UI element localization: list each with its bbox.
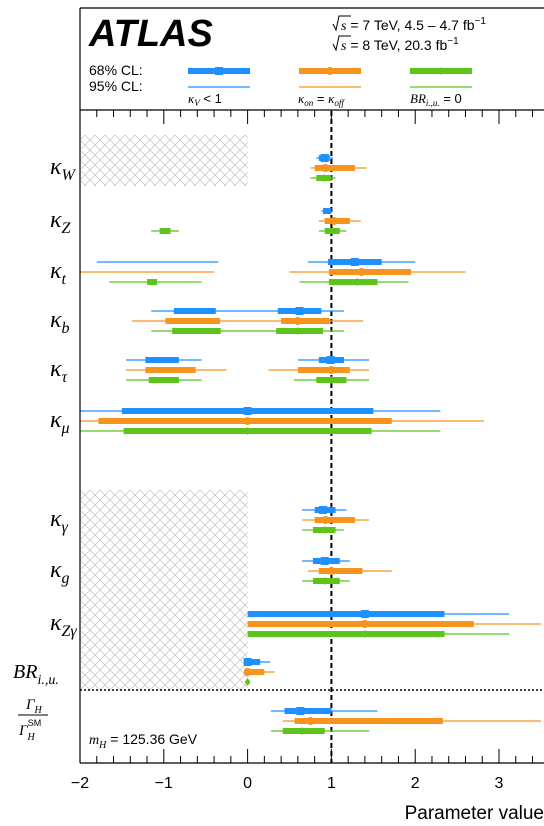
legend-entry-a: κV < 1: [188, 67, 250, 108]
best-fit-marker: [321, 164, 330, 172]
legend-label: κon = κoff: [298, 91, 345, 108]
parameter-group-9: [243, 658, 275, 686]
label-8: κZγ: [50, 610, 77, 640]
error-bars-layer: [80, 154, 541, 735]
best-fit-marker: [299, 727, 306, 735]
parameter-group-0: [310, 154, 367, 182]
mass-label: mH = 125.36 GeV: [89, 731, 198, 751]
x-tick-label: 3: [495, 775, 504, 792]
best-fit-marker: [243, 668, 252, 676]
energy-line-1: s = 8 TeV, 20.3 fb−1: [332, 35, 459, 54]
x-tick-label: 2: [411, 775, 420, 792]
cl95-label: 95% CL:: [89, 78, 143, 94]
best-fit-marker: [321, 526, 328, 534]
legend-header: ATLAS s = 7 TeV, 4.5 – 4.7 fb−1 s = 8 TeV,…: [88, 13, 486, 751]
x-tick-label: −1: [155, 775, 173, 792]
parameter-group-2: [80, 258, 466, 286]
parameter-group-4: [126, 356, 370, 384]
best-fit-marker: [321, 577, 328, 585]
label-numerator: ΓH: [25, 697, 43, 716]
excluded-region-layer: [81, 135, 248, 690]
excluded-region-top: [81, 135, 248, 186]
label-9: BRi.,u.: [13, 661, 59, 688]
x-axis-title: Parameter value: [405, 803, 544, 824]
x-tick-label: 0: [243, 775, 252, 792]
label-2: κt: [50, 258, 67, 288]
label-3: κb: [50, 307, 70, 337]
x-tick-label: −2: [71, 775, 89, 792]
energy-text-1: s = 8 TeV, 20.3 fb−1: [341, 36, 459, 54]
experiment-logo: ATLAS: [88, 13, 213, 55]
best-fit-marker: [319, 506, 328, 514]
legend-label: κV < 1: [188, 91, 222, 108]
best-fit-marker: [294, 327, 301, 335]
sqrt-sign: [332, 35, 351, 52]
label-denominator: ΓHSM: [18, 718, 41, 743]
legend-marker: [438, 67, 444, 75]
best-fit-marker: [327, 366, 336, 374]
best-fit-marker: [293, 317, 302, 325]
best-fit-marker: [354, 278, 361, 286]
best-fit-marker: [295, 307, 304, 315]
parameter-group-8: [247, 610, 541, 638]
label-5: κμ: [50, 407, 70, 437]
label-0: κW: [50, 154, 77, 184]
best-fit-marker: [328, 376, 335, 384]
legend-entry-b: κon = κoff: [298, 67, 361, 108]
best-fit-marker: [243, 658, 252, 666]
label-6: κγ: [50, 506, 69, 536]
label-7: κg: [50, 557, 70, 587]
parameter-group-3: [131, 307, 364, 335]
frame-and-axes: −2 −1 0 1 2 3 Parameter value: [71, 7, 544, 824]
x-tick-label: 1: [327, 775, 336, 792]
energy-line-0: s = 7 TeV, 4.5 – 4.7 fb−1: [332, 15, 486, 34]
best-fit-marker: [243, 417, 252, 425]
cl68-label: 68% CL:: [89, 62, 143, 78]
best-fit-marker: [357, 268, 366, 276]
label-4: κτ: [50, 356, 69, 386]
best-fit-marker: [330, 227, 337, 235]
best-fit-marker: [244, 678, 251, 686]
best-fit-marker: [243, 407, 252, 415]
best-fit-marker: [321, 516, 330, 524]
label-gamma-ratio: ΓH ΓHSM: [18, 697, 48, 743]
legend-label: BRi.,u. = 0: [410, 91, 462, 108]
parameter-labels-layer: κW κZ κt κb κτ κμ κγ κg κZγ BRi.,u. ΓH ΓHSM: [13, 154, 77, 743]
best-fit-marker: [320, 174, 327, 182]
best-fit-marker: [326, 356, 335, 364]
best-fit-marker: [244, 427, 251, 435]
energy-text-0: s = 7 TeV, 4.5 – 4.7 fb−1: [341, 16, 486, 34]
best-fit-marker: [350, 258, 359, 266]
parameter-group-10: [271, 707, 541, 735]
best-fit-marker: [320, 557, 329, 565]
best-fit-marker: [360, 620, 369, 628]
parameter-group-1: [151, 208, 361, 235]
label-1: κZ: [50, 207, 72, 237]
sqrt-sign: [332, 15, 351, 32]
best-fit-marker: [329, 217, 338, 225]
best-fit-marker: [360, 610, 369, 618]
legend-marker: [215, 67, 223, 75]
best-fit-marker: [361, 630, 368, 638]
best-fit-marker: [327, 567, 336, 575]
parameter-group-7: [302, 557, 392, 585]
best-fit-marker: [296, 707, 305, 715]
legend-marker: [326, 67, 334, 75]
excluded-region-bottom: [81, 490, 248, 690]
legend-entry-c: BRi.,u. = 0: [410, 67, 472, 108]
parameter-group-5: [80, 407, 484, 435]
best-fit-marker: [320, 154, 329, 162]
parameter-group-6: [302, 506, 370, 534]
best-fit-marker: [306, 717, 315, 725]
